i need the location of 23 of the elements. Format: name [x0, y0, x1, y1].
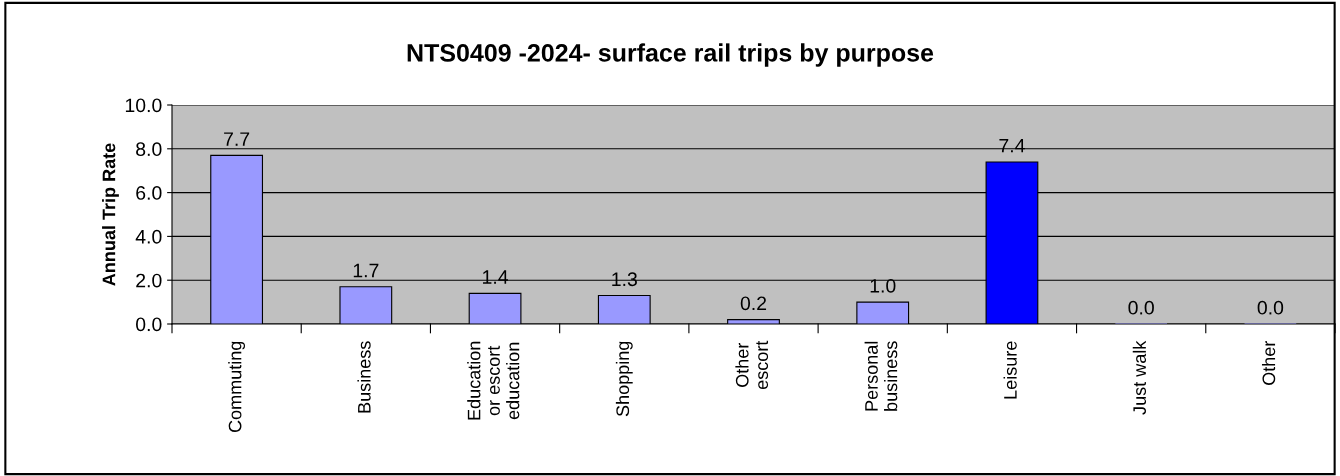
data-label: 1.0: [870, 278, 896, 293]
x-tick-label: Commuting: [228, 341, 246, 433]
data-label: 7.7: [224, 132, 250, 146]
x-tick-label: Leisure: [1003, 341, 1017, 399]
x-tick-label: Other: [1261, 340, 1276, 385]
data-label: 0.0: [1257, 300, 1284, 315]
y-tick-label: 4.0: [135, 229, 162, 244]
x-tick-label: Shopping: [615, 341, 633, 417]
y-tick-label: 6.0: [136, 186, 162, 200]
y-tick-label: 8.0: [136, 142, 162, 157]
x-tick-label: Business: [357, 341, 371, 413]
y-tick-label: 2.0: [136, 273, 162, 288]
data-label: 0.0: [1128, 300, 1154, 315]
y-tick-label: 0.0: [136, 317, 162, 332]
x-tick-label: Other escort: [735, 340, 769, 390]
data-label: 0.2: [740, 296, 767, 311]
x-tick-label: Education or escort education: [467, 341, 520, 420]
y-axis-title: Annual Trip Rate: [102, 143, 119, 286]
x-tick-label: Personal business: [864, 341, 898, 411]
y-tick-label: 10.0: [125, 98, 162, 113]
x-tick-label: Just walk: [1132, 340, 1147, 415]
data-label: 1.7: [353, 263, 379, 278]
chart-title: NTS0409 -2024- surface rail trips by purpose: [407, 43, 934, 67]
